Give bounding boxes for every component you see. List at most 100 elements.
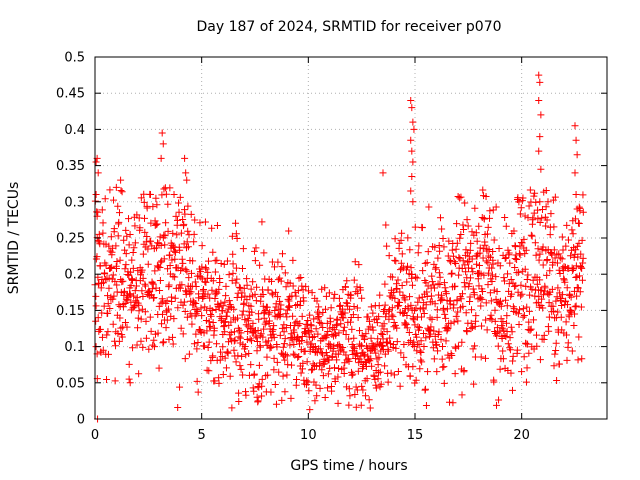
data-point [342,299,350,307]
data-point [485,245,493,253]
data-point [139,343,147,351]
data-point [159,339,167,347]
data-point [560,275,568,283]
data-point [477,302,485,310]
data-point [414,323,422,331]
data-point [142,334,150,342]
data-point [130,244,138,252]
data-point [420,310,428,318]
data-point [158,191,166,199]
data-point [236,362,244,370]
data-point [536,78,544,86]
data-point [564,236,572,244]
data-point [357,286,365,294]
data-point [440,379,448,387]
data-point [393,324,401,332]
data-point [207,357,215,365]
data-point [308,289,316,297]
data-point [272,400,280,408]
data-point [499,347,507,355]
y-tick-label: 0 [77,413,85,428]
data-point [246,324,254,332]
data-point [253,338,261,346]
data-point [141,280,149,288]
data-point [315,310,323,318]
data-point [218,307,226,315]
data-point [137,337,145,345]
data-point [435,328,443,336]
data-point [298,337,306,345]
data-point [339,314,347,322]
data-point [579,208,587,216]
data-point [298,333,306,341]
data-point [181,355,189,363]
data-point [373,355,381,363]
data-point [155,302,163,310]
data-point [140,214,148,222]
data-point [277,277,285,285]
data-point [461,199,469,207]
y-tick-label: 0.25 [56,232,85,247]
data-point [382,221,390,229]
data-point [565,313,573,321]
data-point [403,262,411,270]
data-point [170,247,178,255]
data-point [298,312,306,320]
data-point [92,191,100,199]
data-point [483,230,491,238]
data-point [502,222,510,230]
data-point [308,340,316,348]
data-point [282,351,290,359]
data-point [228,232,236,240]
data-point [121,246,129,254]
data-point [198,312,206,320]
data-point [139,293,147,301]
data-point [347,368,355,376]
data-point [490,236,498,244]
data-point [388,304,396,312]
data-point [314,330,322,338]
x-tick-label: 20 [513,428,530,443]
data-point [193,306,201,314]
data-point [576,288,584,296]
data-point [563,356,571,364]
data-point [397,259,405,267]
data-point [511,264,519,272]
data-point [562,297,570,305]
data-point [505,249,513,257]
y-axis-label: SRMTID / TECUs [6,182,22,295]
data-point [437,335,445,343]
data-point [411,223,419,231]
data-point [274,258,282,266]
data-point [572,246,580,254]
data-point [104,328,112,336]
data-point [468,306,476,314]
data-point [280,340,288,348]
data-point [539,243,547,251]
data-point [374,361,382,369]
data-point [538,295,546,303]
data-point [345,385,353,393]
data-point [478,295,486,303]
data-point [454,308,462,316]
data-point [233,275,241,283]
data-point [158,129,166,137]
data-point [310,333,318,341]
data-point [508,386,516,394]
data-point [174,304,182,312]
data-point [221,298,229,306]
data-point [554,284,562,292]
data-point [562,331,570,339]
data-point [156,277,164,284]
data-point [191,278,199,286]
data-point [347,291,355,299]
data-point [92,158,100,166]
data-point [155,263,163,271]
data-point [160,185,168,193]
data-point [147,219,155,227]
data-point [349,343,357,351]
data-point [452,312,460,320]
data-point [462,309,470,317]
data-point [304,316,312,324]
